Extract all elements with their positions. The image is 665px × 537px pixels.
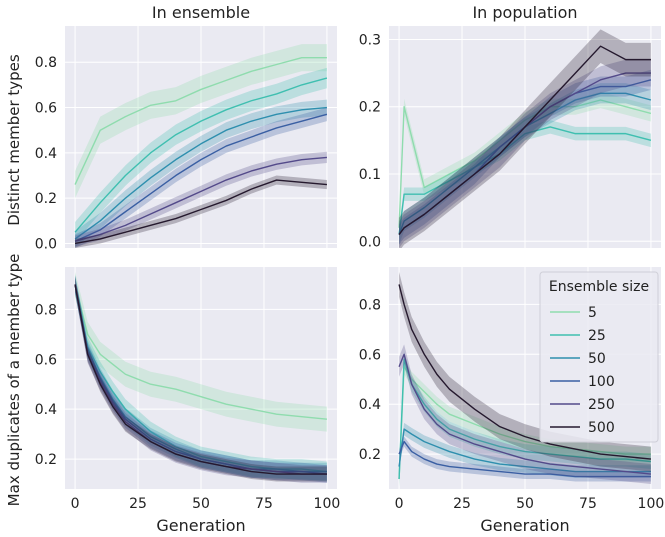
y-tick-label: 0.2 bbox=[359, 100, 381, 116]
series-band-250 bbox=[75, 151, 327, 247]
series-group bbox=[398, 271, 651, 487]
series-line-100 bbox=[74, 113, 328, 242]
series-band-500 bbox=[75, 276, 327, 482]
series-line-5 bbox=[74, 57, 327, 185]
row-top-ylabel: Distinct member types bbox=[5, 54, 23, 226]
y-tick-label: 0.3 bbox=[359, 32, 381, 48]
x-tick-label: 25 bbox=[129, 496, 147, 512]
series-line-5 bbox=[74, 284, 327, 420]
series-group bbox=[398, 29, 652, 248]
series-band-5 bbox=[399, 359, 651, 487]
legend-label-25: 25 bbox=[588, 328, 606, 344]
series-line-25 bbox=[74, 77, 328, 233]
legend-label-5: 5 bbox=[588, 305, 597, 321]
series-line-250 bbox=[398, 353, 651, 475]
y-tick-label: 0.6 bbox=[35, 352, 57, 368]
series-band-50 bbox=[75, 99, 327, 247]
series-band-250 bbox=[399, 344, 651, 485]
series-band-250 bbox=[399, 59, 651, 248]
y-tick-label: 0.8 bbox=[35, 55, 57, 71]
y-tick-label: 0.4 bbox=[35, 146, 57, 162]
series-line-5 bbox=[398, 366, 651, 480]
col-left-title: In ensemble bbox=[152, 3, 250, 22]
series-line-50 bbox=[74, 284, 327, 473]
x-tick-label: 50 bbox=[516, 496, 534, 512]
y-tick-label: 0.2 bbox=[35, 452, 57, 468]
series-line-500 bbox=[398, 284, 651, 460]
x-tick-label: 75 bbox=[579, 496, 597, 512]
x-tick-label: 75 bbox=[255, 496, 273, 512]
x-tick-label: 25 bbox=[453, 496, 471, 512]
series-line-25 bbox=[398, 126, 652, 235]
panels: 0.00.20.40.60.80.00.10.20.30.20.40.60.80… bbox=[35, 26, 665, 512]
col-right-title: In population bbox=[472, 3, 577, 22]
panel-ensemble-duplicates: 0.2 0.4 0.6 0.8 0 25 50 75 100 bbox=[35, 267, 341, 512]
series-band-100 bbox=[399, 436, 651, 482]
legend-title: Ensemble size bbox=[549, 279, 649, 295]
legend-label-500: 500 bbox=[588, 420, 615, 436]
y-tick-label: 0.8 bbox=[35, 302, 57, 318]
series-band-500 bbox=[75, 175, 327, 248]
series-line-500 bbox=[74, 284, 327, 475]
series-line-250 bbox=[74, 156, 327, 242]
y-tick-label: 0.4 bbox=[35, 402, 57, 418]
x-tick-label: 0 bbox=[71, 496, 80, 512]
y-tick-label: 0.4 bbox=[359, 397, 381, 413]
series-line-50 bbox=[74, 106, 327, 240]
y-tick-label: 0.2 bbox=[359, 447, 381, 463]
y-tick-label: 0.0 bbox=[35, 236, 57, 252]
series-band-5 bbox=[75, 271, 327, 432]
series-band-500 bbox=[399, 271, 651, 472]
series-line-500 bbox=[398, 45, 651, 235]
series-band-25 bbox=[399, 351, 651, 487]
series-band-500 bbox=[399, 29, 651, 248]
legend-box bbox=[539, 271, 659, 443]
y-tick-label: 0.1 bbox=[359, 167, 381, 183]
x-tick-label: 100 bbox=[314, 496, 341, 512]
y-tick-label: 0.2 bbox=[35, 191, 57, 207]
panel-population-distinct: 0.0 0.1 0.2 0.3 bbox=[359, 26, 661, 250]
legend: Ensemble size 5 25 50 100 250 500 bbox=[539, 271, 659, 443]
series-band-50 bbox=[399, 83, 651, 245]
row-bottom-ylabel: Max duplicates of a member type bbox=[5, 254, 23, 507]
series-line-100 bbox=[398, 440, 651, 478]
y-tick-label: 0.0 bbox=[359, 234, 381, 250]
col-right-xlabel: Generation bbox=[480, 516, 569, 535]
panel-ensemble-distinct: 0.0 0.2 0.4 0.6 0.8 bbox=[35, 26, 337, 252]
y-tick-label: 0.6 bbox=[359, 347, 381, 363]
legend-label-250: 250 bbox=[588, 397, 615, 413]
x-tick-label: 0 bbox=[395, 496, 404, 512]
y-tick-label: 0.6 bbox=[35, 101, 57, 117]
series-band-5 bbox=[75, 44, 327, 199]
series-line-50 bbox=[398, 428, 651, 473]
series-line-5 bbox=[398, 99, 652, 228]
x-tick-label: 100 bbox=[638, 496, 665, 512]
y-tick-label: 0.8 bbox=[359, 297, 381, 313]
series-group bbox=[74, 44, 328, 248]
col-left-xlabel: Generation bbox=[156, 516, 245, 535]
series-line-500 bbox=[74, 179, 327, 245]
legend-label-100: 100 bbox=[588, 374, 615, 390]
series-group bbox=[74, 271, 327, 483]
x-tick-label: 50 bbox=[192, 496, 210, 512]
legend-label-50: 50 bbox=[588, 351, 606, 367]
